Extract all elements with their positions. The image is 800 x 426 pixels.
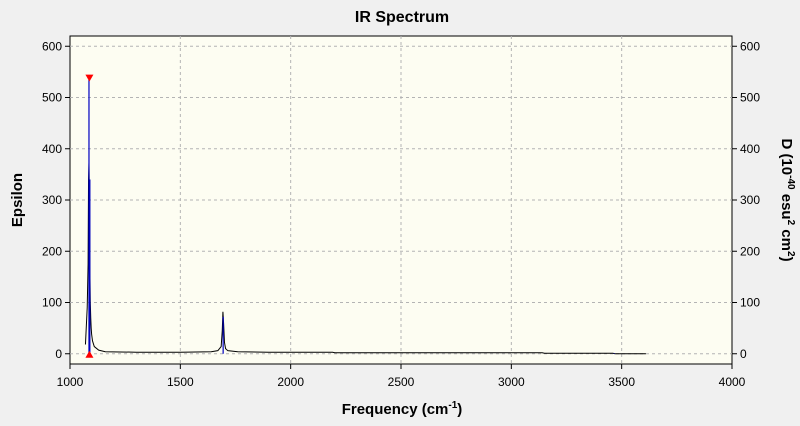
x-tick-label: 2500: [388, 375, 415, 389]
x-axis-title-tail: ): [457, 401, 462, 418]
y2-axis-title-part-1: D (10: [778, 138, 795, 175]
y2-axis-title-part-6: 2: [785, 251, 796, 257]
grid: [70, 36, 732, 364]
y-tick-label: 600: [42, 39, 62, 53]
y2-tick-label: 600: [740, 39, 760, 53]
y2-tick-label: 300: [740, 193, 760, 207]
marker-layer: [85, 74, 94, 358]
x-tick-label: 4000: [719, 375, 746, 389]
y-axis-title: Epsilon: [9, 173, 26, 227]
y2-axis-title-part-5: cm: [778, 225, 795, 251]
x-tick-label: 2000: [277, 375, 304, 389]
y2-axis-title-part-2: -40: [785, 175, 796, 190]
y2-tick-label: 100: [740, 296, 760, 310]
x-tick-label: 1000: [57, 375, 84, 389]
y2-axis-title-part-3: esu: [778, 190, 795, 220]
x-tick-label: 3500: [608, 375, 635, 389]
y-tick-label: 500: [42, 91, 62, 105]
chart-title: IR Spectrum: [355, 9, 449, 26]
y2-axis-title-part-7: ): [778, 257, 795, 262]
y-tick-label: 400: [42, 142, 62, 156]
x-axis-title-main: Frequency (cm: [342, 401, 449, 418]
y-tick-label: 0: [55, 347, 62, 361]
y2-axis-title-part-4: 2: [785, 220, 796, 226]
y2-axis-title: D (10-40 esu2 cm2): [778, 138, 796, 261]
y-tick-label: 200: [42, 244, 62, 258]
stick-layer: [88, 79, 615, 354]
y2-tick-label: 0: [740, 347, 747, 361]
y2-tick-label: 200: [740, 244, 760, 258]
x-axis-title-sup: -1: [448, 400, 457, 411]
y2-tick-label: 400: [740, 142, 760, 156]
axes: 1000 1500 2000 2500 3000 3500 4000010020030040…: [42, 39, 760, 389]
peak-marker-top: [85, 74, 94, 82]
x-tick-label: 1500: [167, 375, 194, 389]
y2-tick-label: 500: [740, 91, 760, 105]
peak-marker-bottom: [85, 350, 94, 358]
x-axis-title: Frequency (cm-1): [342, 400, 463, 418]
x-tick-label: 3000: [498, 375, 525, 389]
y-tick-label: 100: [42, 296, 62, 310]
y-tick-label: 300: [42, 193, 62, 207]
